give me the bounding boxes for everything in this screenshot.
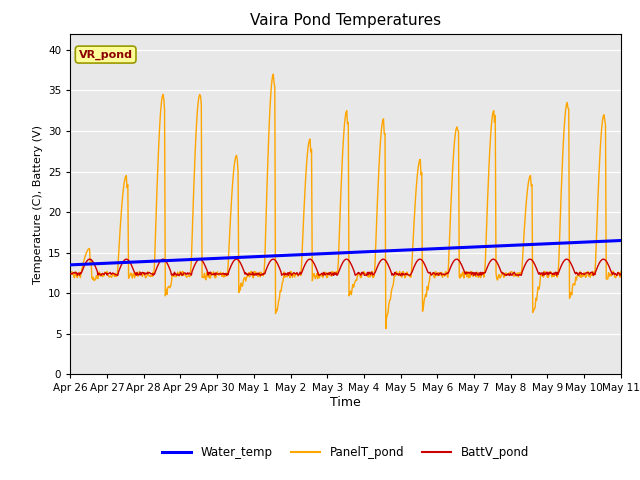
X-axis label: Time: Time <box>330 396 361 409</box>
Text: VR_pond: VR_pond <box>79 49 132 60</box>
Legend: Water_temp, PanelT_pond, BattV_pond: Water_temp, PanelT_pond, BattV_pond <box>157 442 534 464</box>
Title: Vaira Pond Temperatures: Vaira Pond Temperatures <box>250 13 441 28</box>
Y-axis label: Temperature (C), Battery (V): Temperature (C), Battery (V) <box>33 124 43 284</box>
